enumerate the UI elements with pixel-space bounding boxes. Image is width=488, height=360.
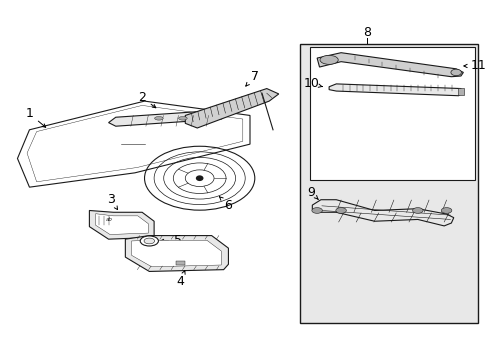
Ellipse shape xyxy=(440,208,451,213)
Polygon shape xyxy=(175,261,185,265)
Polygon shape xyxy=(328,84,461,96)
Text: 1: 1 xyxy=(25,107,45,127)
Text: 11: 11 xyxy=(469,59,485,72)
Text: 6: 6 xyxy=(219,197,232,212)
Polygon shape xyxy=(312,200,453,226)
Ellipse shape xyxy=(311,208,322,213)
Polygon shape xyxy=(125,235,228,271)
Bar xyxy=(300,44,477,323)
Polygon shape xyxy=(89,211,154,239)
Text: 9: 9 xyxy=(307,186,318,199)
Circle shape xyxy=(195,175,203,181)
Text: 10: 10 xyxy=(303,77,322,90)
Ellipse shape xyxy=(178,117,187,120)
Text: 8: 8 xyxy=(363,27,371,40)
Text: 3: 3 xyxy=(107,193,117,210)
Bar xyxy=(457,88,463,95)
Ellipse shape xyxy=(144,238,154,244)
Polygon shape xyxy=(108,110,228,126)
Bar xyxy=(309,47,474,180)
Ellipse shape xyxy=(140,236,158,246)
Text: 5: 5 xyxy=(160,234,182,247)
Ellipse shape xyxy=(319,55,338,64)
Ellipse shape xyxy=(154,117,163,120)
Polygon shape xyxy=(18,101,249,187)
Polygon shape xyxy=(131,240,221,267)
Polygon shape xyxy=(185,89,278,128)
Ellipse shape xyxy=(335,208,346,213)
Polygon shape xyxy=(96,214,148,234)
Text: ab: ab xyxy=(106,217,113,222)
Polygon shape xyxy=(317,53,463,77)
Text: 2: 2 xyxy=(138,91,156,108)
Ellipse shape xyxy=(412,208,422,213)
Ellipse shape xyxy=(450,69,461,76)
Text: 4: 4 xyxy=(176,271,185,288)
Text: 7: 7 xyxy=(245,69,258,86)
